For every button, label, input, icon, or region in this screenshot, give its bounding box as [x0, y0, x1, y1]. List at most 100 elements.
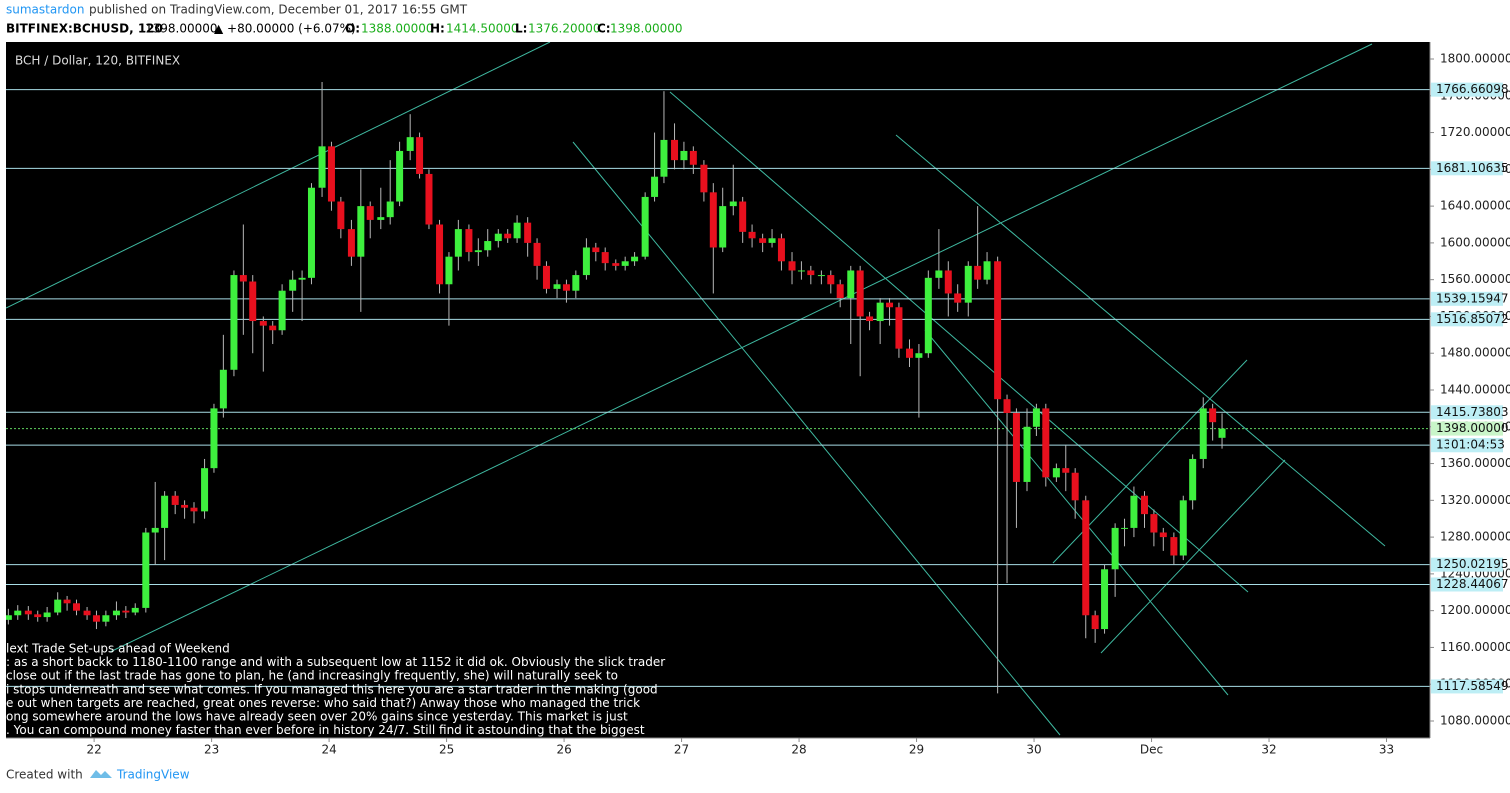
candle-body — [1189, 458, 1197, 501]
candle-body — [219, 369, 227, 409]
candle-body — [739, 201, 747, 232]
candle-body — [748, 231, 756, 239]
candle-body — [906, 348, 914, 358]
countdown-box — [1449, 438, 1503, 453]
candle-body — [1170, 537, 1178, 556]
level-label-box — [1431, 291, 1503, 306]
candle-body — [72, 603, 80, 611]
l-label: L: — [515, 22, 527, 36]
candle-body — [249, 281, 257, 322]
logo — [90, 770, 112, 778]
candle-body — [436, 224, 444, 285]
x-tick-label: 32 — [1261, 743, 1276, 757]
candle-body — [83, 610, 91, 616]
candle-body — [1159, 532, 1167, 538]
candle-body — [1091, 615, 1099, 630]
candle-body — [1071, 472, 1079, 501]
y-tick-label: 1720.00000 — [1440, 125, 1510, 139]
y-tick-label: 1160.00000 — [1440, 640, 1510, 654]
candle-body — [201, 468, 209, 512]
candle-body — [592, 247, 600, 253]
footer-created: Created with — [6, 768, 83, 782]
candle-body — [651, 176, 659, 197]
l-value: 1376.20000 — [528, 22, 601, 36]
candle-body — [827, 275, 835, 285]
y-tick-label: 1360.00000 — [1440, 456, 1510, 470]
candle-body — [513, 222, 521, 239]
candle-body — [1199, 408, 1207, 459]
candle-body — [768, 238, 776, 243]
candle-body — [994, 261, 1002, 400]
trend-line — [1100, 459, 1286, 654]
candle-body — [562, 284, 570, 291]
candle-body — [1012, 412, 1020, 482]
candle-body — [866, 316, 874, 322]
candle-body — [964, 265, 972, 303]
o-value: 1388.00000 — [361, 22, 434, 36]
candle-body — [641, 196, 649, 257]
candle-body — [181, 504, 189, 508]
candle-body — [924, 277, 932, 354]
level-label: 1228.44067 — [1436, 577, 1509, 591]
candle-body — [406, 137, 414, 151]
level-label: 1766.66098 — [1436, 82, 1509, 96]
level-label-box — [1431, 679, 1503, 694]
level-label: 13 — [1436, 438, 1451, 452]
candle-body — [1218, 428, 1226, 438]
candle-body — [377, 217, 385, 220]
level-label: 1681.10635 — [1436, 161, 1509, 175]
candle-body — [1140, 495, 1148, 515]
candle-body — [895, 307, 903, 349]
candle-body — [484, 241, 492, 251]
trend-line — [895, 134, 1386, 547]
candle-body — [210, 408, 218, 469]
candle-body — [1101, 569, 1109, 630]
candle-body — [14, 610, 22, 616]
candle-body — [935, 270, 943, 278]
candle-body — [171, 495, 179, 505]
y-tick-label: 1080.00000 — [1440, 713, 1510, 727]
candle-body — [142, 532, 150, 608]
candle-body — [396, 150, 404, 202]
candle-body — [122, 610, 130, 613]
candle-body — [689, 150, 697, 165]
candle-body — [425, 173, 433, 225]
level-label: 1117.58549 — [1436, 679, 1509, 693]
trend-lines — [6, 42, 1386, 736]
current-price-label: 1398.00000 — [1436, 421, 1509, 435]
candle-body — [621, 261, 629, 266]
h-label: H: — [430, 22, 445, 36]
candle-body — [660, 139, 668, 177]
candle-body — [92, 615, 100, 622]
c-value: 1398.00000 — [610, 22, 683, 36]
candle-body — [777, 238, 785, 262]
y-tick-label: 1640.00000 — [1440, 199, 1510, 213]
candle-body — [327, 146, 335, 202]
candle-body — [24, 610, 32, 615]
candle-body — [572, 275, 580, 291]
plot-area — [6, 42, 1430, 738]
candle-body — [347, 229, 355, 257]
candle-body — [1003, 399, 1011, 413]
candle-body — [983, 261, 991, 280]
candle-body — [416, 137, 424, 174]
annotation-line: lext Trade Set-ups ahead of Weekend — [6, 642, 230, 656]
last-price: 1398.00000 — [145, 22, 218, 36]
candle-body — [533, 242, 541, 266]
candle-body — [465, 229, 473, 253]
candle-body — [43, 612, 51, 618]
candle-body — [876, 302, 884, 322]
candle-body — [709, 192, 717, 248]
annotation-line: close out if the last trade has gone to … — [6, 669, 618, 683]
y-tick-label: 1440.00000 — [1440, 383, 1510, 397]
candle-body — [1052, 468, 1060, 478]
candle-body — [298, 277, 306, 280]
y-tick-label: 1200.00000 — [1440, 603, 1510, 617]
o-label: O: — [345, 22, 360, 36]
annotation-line: : as a short backk to 1180-1100 range an… — [6, 655, 665, 669]
candle-body — [454, 229, 462, 257]
y-tick-label: 1560.00000 — [1440, 272, 1510, 286]
candle-body — [612, 263, 620, 266]
candle-body — [1121, 527, 1129, 529]
